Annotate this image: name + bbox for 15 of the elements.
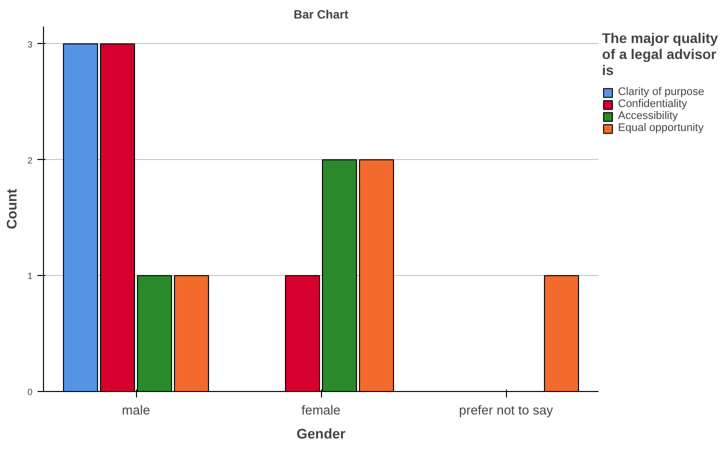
legend-title: The major quality of a legal advisor is xyxy=(602,30,718,78)
legend-label: Confidentiality xyxy=(618,98,688,110)
y-tick-label: 0 xyxy=(27,387,33,397)
legend-label: Equal opportunity xyxy=(618,122,704,134)
y-axis-title: Count xyxy=(3,188,20,230)
chart-title: Bar Chart xyxy=(294,8,348,22)
x-axis-title: Gender xyxy=(296,426,346,442)
x-tick-label: prefer not to say xyxy=(459,402,554,418)
legend-label: Clarity of purpose xyxy=(618,86,704,98)
y-tick-label: 3 xyxy=(27,39,33,50)
legend-label: Accessibility xyxy=(618,110,678,122)
y-tick-label: 1 xyxy=(27,271,33,282)
x-tick-label: male xyxy=(122,402,150,418)
y-tick-label: 2 xyxy=(27,155,33,166)
x-tick-label: female xyxy=(301,402,341,418)
